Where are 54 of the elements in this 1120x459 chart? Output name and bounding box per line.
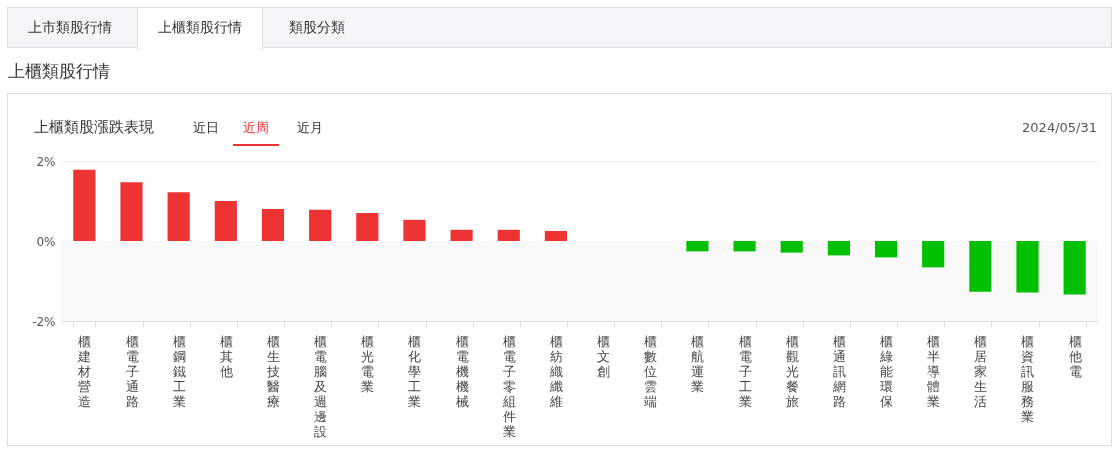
- x-tick-label: 櫃資訊服務業: [1021, 333, 1035, 424]
- x-tick-label: 櫃半導體業: [927, 333, 941, 409]
- chart-title: 上櫃類股漲跌表現: [34, 118, 154, 137]
- x-tick-label: 櫃觀光餐旅: [785, 333, 799, 409]
- bar: [309, 209, 332, 241]
- bar: [969, 241, 992, 292]
- x-tick-label: 櫃居家生活: [974, 333, 988, 409]
- x-tick-label: 櫃電子零組件業: [501, 333, 516, 439]
- bar: [497, 229, 520, 241]
- x-tick-label: 櫃數位雲端: [644, 333, 658, 409]
- x-tick-label: 櫃化學工業: [408, 333, 422, 409]
- text: 近日: [193, 119, 219, 137]
- x-tick-label: 櫃生技醫療: [265, 333, 280, 409]
- bar: [356, 213, 379, 241]
- x-tick-label: 櫃建材營造: [77, 333, 92, 409]
- bar: [167, 192, 190, 241]
- bar: [403, 219, 426, 241]
- bar: [686, 241, 709, 252]
- bar: [733, 241, 756, 252]
- x-tick-label: 櫃紡織纖維: [548, 333, 563, 409]
- x-tick-label: 櫃鋼鐵工業: [172, 333, 186, 409]
- text: 上櫃類股行情: [8, 60, 110, 83]
- x-tick-label: 櫃航運業: [691, 333, 705, 394]
- x-tick-label: 櫃電子工業: [738, 333, 752, 409]
- bar: [261, 209, 285, 241]
- text: 近周: [233, 119, 279, 146]
- x-tick-label: 櫃綠能環保: [879, 333, 894, 409]
- x-tick-label: 櫃其他: [219, 333, 233, 379]
- bar: [827, 241, 850, 256]
- text: 上市類股行情: [27, 18, 113, 37]
- bar: [922, 241, 945, 268]
- bar: [780, 241, 803, 253]
- x-tick-label: 櫃電子通路: [125, 333, 139, 409]
- x-tick-label: 櫃電機機械: [455, 333, 469, 409]
- bar: [544, 231, 567, 241]
- bar: [73, 169, 96, 241]
- bar: [120, 182, 143, 241]
- x-tick-label: 櫃光電業: [361, 333, 375, 394]
- bar: [450, 229, 473, 241]
- y-tick-label: 2%: [36, 154, 56, 169]
- text: 上櫃類股行情: [137, 7, 263, 51]
- bar: [1063, 241, 1086, 295]
- bar: [1016, 241, 1039, 293]
- y-tick-label: -2%: [32, 314, 56, 329]
- text: 近月: [297, 119, 323, 137]
- x-tick-label: 櫃通訊網路: [831, 333, 846, 409]
- text: 類股分類: [288, 18, 346, 37]
- bar: [214, 201, 237, 241]
- text: 2024/05/31: [1022, 120, 1097, 135]
- bar: [874, 241, 898, 258]
- x-tick-label: 櫃電腦及週邊設: [314, 333, 328, 439]
- x-tick-label: 櫃文創: [597, 333, 611, 379]
- x-tick-label: 櫃他電: [1068, 333, 1082, 379]
- y-tick-label: 0%: [36, 234, 56, 249]
